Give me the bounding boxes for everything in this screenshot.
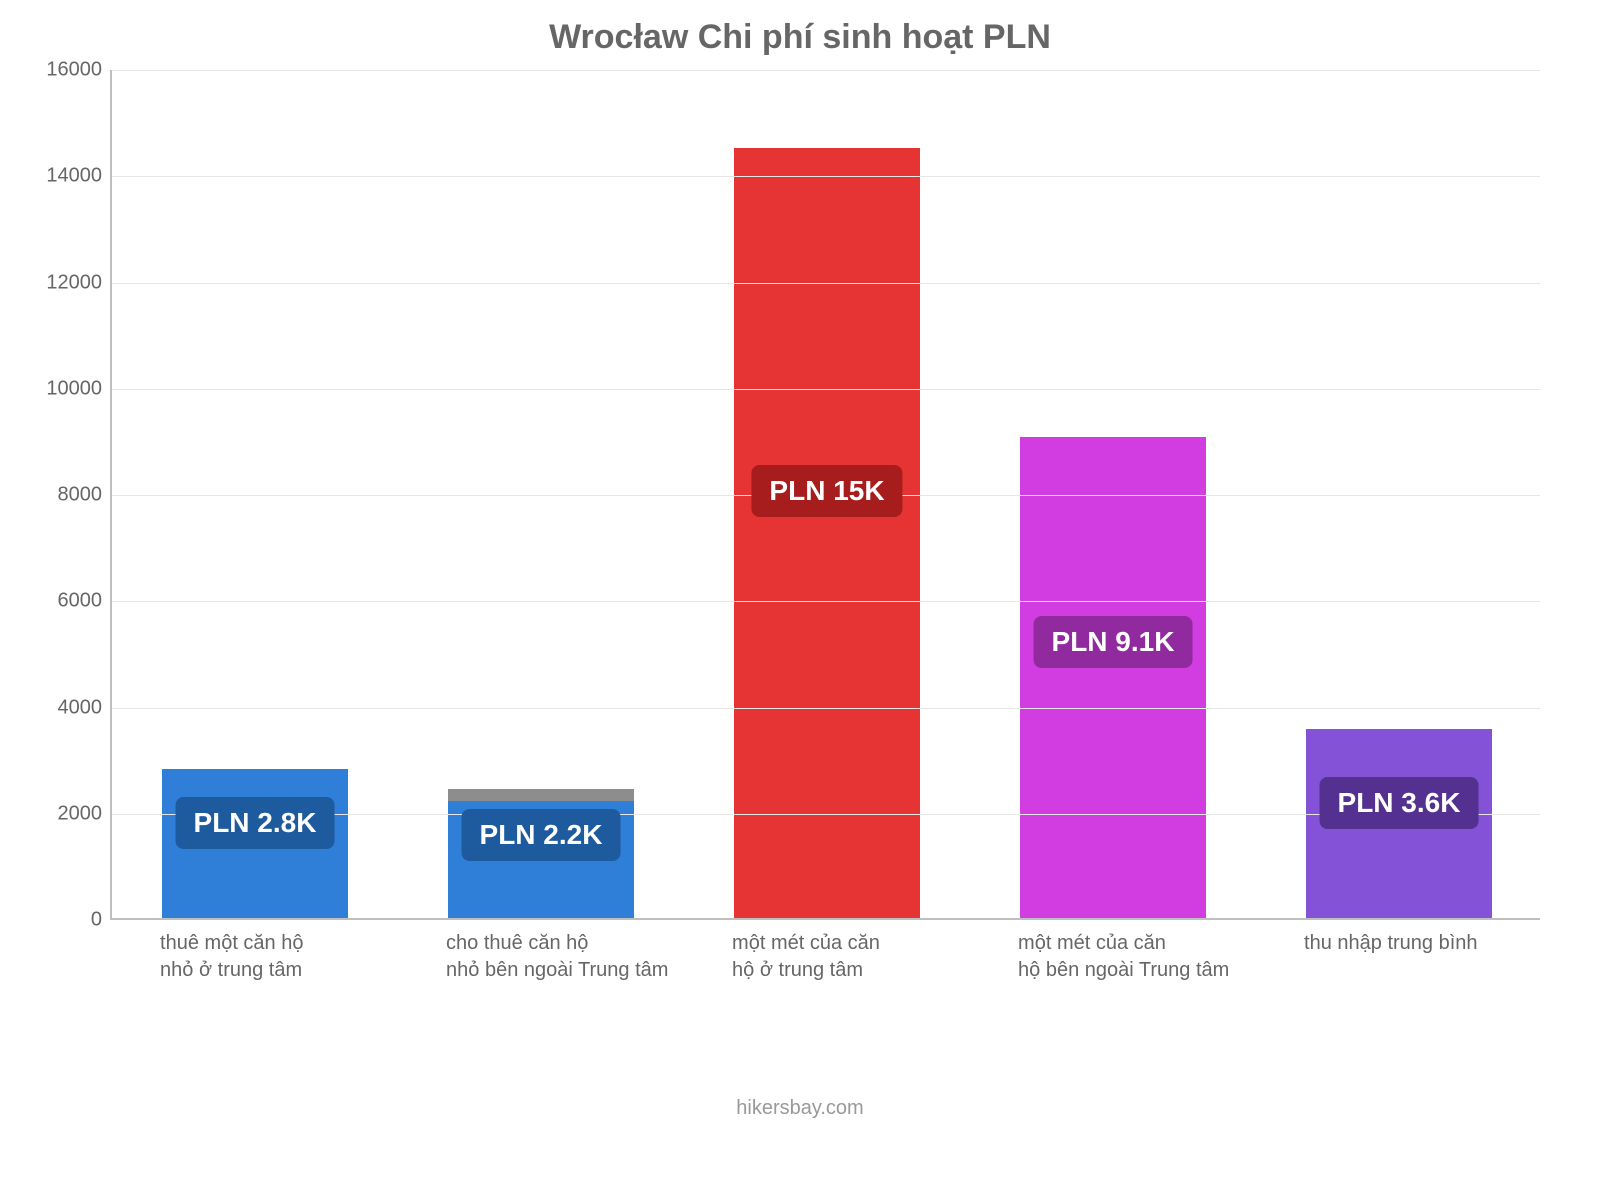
x-tick-label: một mét của cănhộ bên ngoài Trung tâm [1018, 930, 1278, 984]
bar-value-label: PLN 15K [751, 465, 902, 517]
plot-area: PLN 2.8K PLN 2.2K PLN 15K PLN 9.1K PLN 3.6K [110, 70, 1540, 920]
y-tick-label: 16000 [12, 59, 102, 82]
grid-line [112, 70, 1540, 71]
cost-of-living-chart: Wrocław Chi phí sinh hoạt PLN PLN 2.8KPL… [0, 0, 1600, 1200]
y-tick-label: 12000 [12, 271, 102, 294]
bar-cap [448, 789, 634, 801]
x-tick-label: một mét của cănhộ ở trung tâm [732, 930, 992, 984]
bars-layer: PLN 2.8K PLN 2.2K PLN 15K PLN 9.1K PLN 3.6K [112, 70, 1540, 918]
y-tick-label: 6000 [12, 590, 102, 613]
grid-line [112, 708, 1540, 709]
y-tick-label: 0 [12, 909, 102, 932]
grid-line [112, 176, 1540, 177]
grid-line [112, 601, 1540, 602]
y-tick-label: 14000 [12, 165, 102, 188]
bar [1020, 437, 1206, 918]
bar-value-label: PLN 2.8K [176, 797, 335, 849]
bar-value-label: PLN 3.6K [1320, 777, 1479, 829]
bar-value-label: PLN 9.1K [1034, 616, 1193, 668]
y-tick-label: 4000 [12, 696, 102, 719]
y-tick-label: 8000 [12, 484, 102, 507]
bar-value-label: PLN 2.2K [462, 809, 621, 861]
y-tick-label: 10000 [12, 377, 102, 400]
x-tick-label: cho thuê căn hộnhỏ bên ngoài Trung tâm [446, 930, 706, 984]
bar [734, 148, 920, 918]
chart-title: Wrocław Chi phí sinh hoạt PLN [0, 18, 1600, 57]
attribution-text: hikersbay.com [0, 1097, 1600, 1120]
x-tick-label: thu nhập trung bình [1304, 930, 1564, 957]
x-tick-label: thuê một căn hộnhỏ ở trung tâm [160, 930, 420, 984]
y-tick-label: 2000 [12, 802, 102, 825]
grid-line [112, 389, 1540, 390]
grid-line [112, 283, 1540, 284]
